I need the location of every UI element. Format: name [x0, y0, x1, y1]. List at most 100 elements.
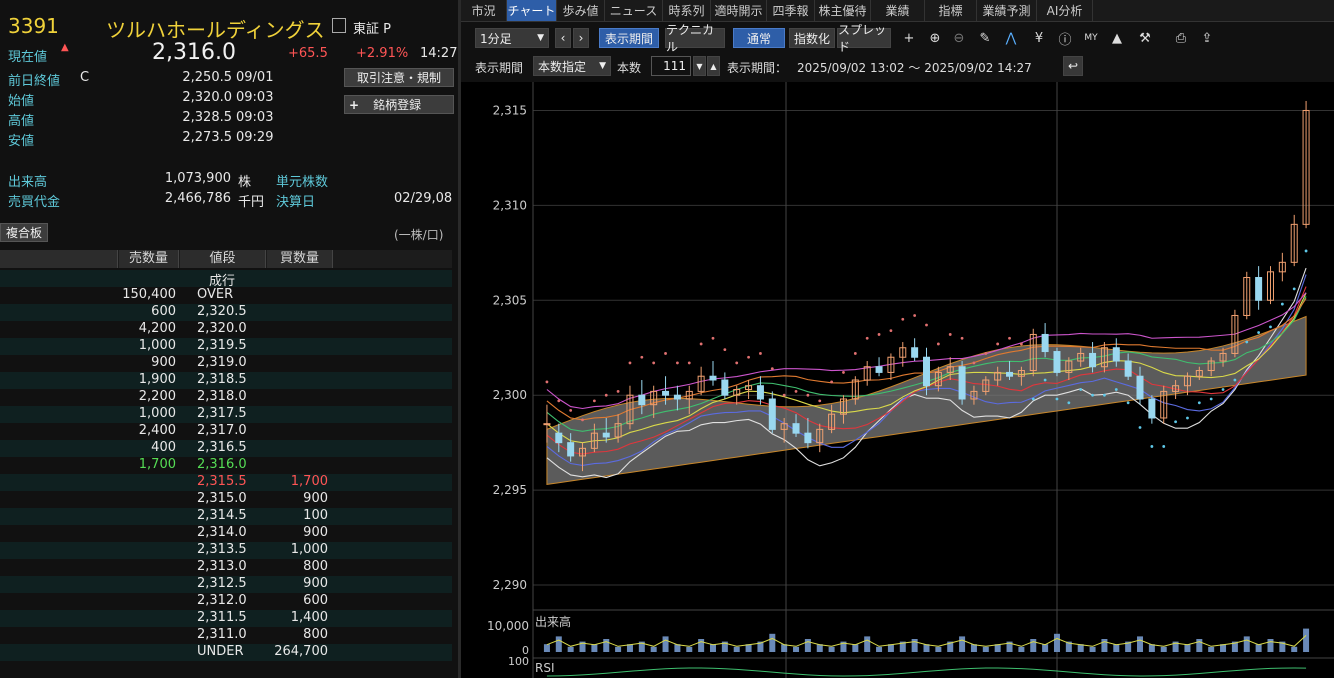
tab-item[interactable]: 時系列: [663, 0, 711, 21]
psar-dot: [664, 352, 667, 355]
price-chart[interactable]: 2,315 2,310 2,305 2,300 2,295 2,290 出来高 10,000 0…: [461, 82, 1334, 678]
my-icon[interactable]: MY: [1084, 33, 1098, 43]
orderbook-row[interactable]: 2,313.0 800: [0, 559, 452, 576]
y-tick-label: 2,295: [493, 483, 527, 497]
crosshair-icon[interactable]: +: [903, 30, 915, 46]
orderbook-row[interactable]: 2,312.5 900: [0, 576, 452, 593]
psar-dot: [723, 348, 727, 352]
tab-item[interactable]: AI分析: [1037, 0, 1093, 21]
tab-item[interactable]: 四季報: [767, 0, 815, 21]
trade-notice-button[interactable]: 取引注意・規制: [344, 68, 454, 87]
volume-zero-label: 0: [522, 644, 529, 657]
volume-bar: [935, 646, 942, 652]
volume-bar: [1279, 641, 1286, 652]
quote-value: 2,250.5: [182, 70, 232, 85]
buy-qty: 1,000: [290, 542, 328, 557]
tab-item[interactable]: 株主優待: [815, 0, 871, 21]
volume-bar: [876, 646, 883, 652]
tab-item[interactable]: 業績予測: [977, 0, 1037, 21]
tab-item[interactable]: ニュース: [605, 0, 663, 21]
orderbook-row[interactable]: 2,313.5 1,000: [0, 542, 452, 559]
reset-icon[interactable]: ↩: [1063, 56, 1083, 76]
pencil-icon[interactable]: ✎: [979, 30, 991, 46]
zoom-in-icon[interactable]: ⊕: [929, 30, 941, 46]
psar-dot: [759, 352, 762, 355]
count-down-icon[interactable]: ▼: [693, 56, 706, 76]
candle-body: [923, 356, 930, 387]
register-stock-button[interactable]: + 銘柄登録: [344, 95, 454, 114]
orderbook-row[interactable]: 2,314.0 900: [0, 525, 452, 542]
count-input[interactable]: 111: [651, 56, 691, 76]
psar-dot: [687, 361, 691, 365]
tab-item[interactable]: チャート: [507, 0, 557, 21]
volume-bar: [852, 644, 859, 652]
next-arrow-icon[interactable]: ›: [573, 28, 589, 48]
candle-body: [650, 390, 658, 406]
candle-body: [1302, 109, 1310, 225]
wrench-icon[interactable]: ⚒: [1139, 30, 1151, 46]
y-tick-label: 2,305: [493, 293, 527, 307]
orderbook-row[interactable]: 2,311.0 800: [0, 627, 452, 644]
volume-bar: [864, 636, 871, 652]
tab-item[interactable]: 市況: [461, 0, 507, 21]
orderbook-row[interactable]: 1,000 2,317.5: [0, 406, 452, 423]
tab-item[interactable]: 適時開示: [711, 0, 767, 21]
index-button[interactable]: 指数化: [789, 28, 835, 48]
composite-board-button[interactable]: 複合板: [0, 223, 48, 242]
orderbook-row[interactable]: UNDER 264,700: [0, 644, 452, 661]
candle-body: [1029, 333, 1037, 372]
technical-button[interactable]: テクニカル: [665, 23, 725, 54]
orderbook-row[interactable]: 1,700 2,316.0: [0, 457, 452, 474]
orderbook-row[interactable]: 2,315.0 900: [0, 491, 452, 508]
psar-dot: [1233, 378, 1237, 382]
count-up-icon[interactable]: ▲: [707, 56, 720, 76]
count-mode-select[interactable]: 本数指定 ▼: [533, 56, 611, 76]
psar-dot: [1019, 342, 1023, 346]
info-icon[interactable]: ⓘ: [1058, 32, 1072, 48]
yen-icon[interactable]: ¥: [1034, 30, 1044, 46]
print-icon[interactable]: ⎙: [1175, 30, 1187, 46]
interval-value: 1分足: [480, 31, 512, 46]
candle-body: [1100, 347, 1108, 368]
orderbook-row[interactable]: 600 2,320.5: [0, 304, 452, 321]
orderbook-row[interactable]: 1,000 2,319.5: [0, 338, 452, 355]
candle-body: [839, 398, 847, 415]
orderbook-row[interactable]: 150,400 OVER: [0, 287, 452, 304]
orderbook-row[interactable]: 4,200 2,320.0: [0, 321, 452, 338]
zoom-out-icon[interactable]: ⊖: [953, 30, 965, 46]
tab-item[interactable]: 歩み値: [557, 0, 605, 21]
prev-arrow-icon[interactable]: ‹: [555, 28, 571, 48]
quote-value: 2,320.0: [182, 90, 232, 105]
price-level: 2,315.5: [197, 474, 247, 489]
volume-ma-line: [546, 634, 1307, 647]
spread-button[interactable]: スプレッド: [837, 23, 891, 54]
psar-dot: [1067, 401, 1071, 405]
volume-bar: [828, 646, 835, 652]
volume-bar: [1101, 639, 1108, 652]
psar-dot: [1186, 416, 1189, 420]
orderbook-row[interactable]: 400 2,316.5: [0, 440, 452, 457]
normal-button[interactable]: 通常: [733, 28, 785, 48]
export-icon[interactable]: ⇪: [1201, 30, 1213, 46]
candle-body: [899, 347, 907, 358]
period-button[interactable]: 表示期間: [599, 28, 659, 48]
orderbook-row[interactable]: 2,315.5 1,700: [0, 474, 452, 491]
tab-item[interactable]: 業績: [871, 0, 925, 21]
orderbook-row[interactable]: 2,200 2,318.0: [0, 389, 452, 406]
volume-bar: [1267, 639, 1274, 652]
orderbook-row[interactable]: 900 2,319.0: [0, 355, 452, 372]
orderbook-row[interactable]: 2,311.5 1,400: [0, 610, 452, 627]
psar-dot: [616, 390, 620, 393]
orderbook-row[interactable]: 1,900 2,318.5: [0, 372, 452, 389]
orderbook-row[interactable]: 2,400 2,317.0: [0, 423, 452, 440]
line-tool-icon[interactable]: ⋀: [1005, 30, 1017, 46]
tab-item[interactable]: 指標: [925, 0, 977, 21]
candle-body: [567, 442, 575, 457]
interval-select[interactable]: 1分足 ▼: [475, 28, 549, 48]
area-chart-icon[interactable]: ▲: [1112, 30, 1122, 46]
quote-time: 09:03: [236, 90, 274, 105]
orderbook-row[interactable]: 2,314.5 100: [0, 508, 452, 525]
psar-dot: [972, 361, 976, 365]
orderbook-row[interactable]: 2,312.0 600: [0, 593, 452, 610]
document-icon[interactable]: [332, 18, 346, 33]
